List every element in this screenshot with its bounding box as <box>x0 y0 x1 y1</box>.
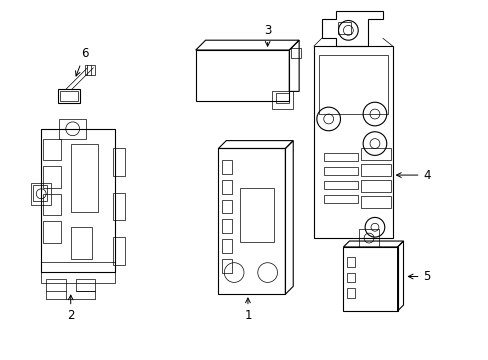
Bar <box>291 48 301 58</box>
Bar <box>41 129 115 271</box>
Bar <box>113 237 124 265</box>
Bar <box>343 247 397 311</box>
Bar <box>346 273 355 282</box>
Bar <box>222 160 232 174</box>
Bar <box>323 195 358 203</box>
Bar <box>58 89 80 103</box>
Bar <box>275 93 289 103</box>
Bar <box>346 257 355 267</box>
Bar <box>43 221 61 243</box>
Text: 1: 1 <box>244 298 251 322</box>
Bar <box>33 185 47 201</box>
Bar <box>222 200 232 213</box>
Bar <box>46 279 66 291</box>
Bar <box>346 288 355 298</box>
Bar <box>71 144 98 212</box>
Text: 2: 2 <box>67 295 74 322</box>
Bar <box>195 50 289 101</box>
Text: 6: 6 <box>75 48 88 76</box>
Bar <box>113 148 124 176</box>
Bar <box>43 139 61 160</box>
Bar <box>361 180 390 192</box>
Bar <box>361 164 390 176</box>
Bar <box>240 188 273 242</box>
Bar <box>271 91 293 109</box>
Bar <box>318 55 387 114</box>
Bar <box>60 91 78 101</box>
Bar <box>76 279 95 291</box>
Bar <box>337 22 350 34</box>
Bar <box>323 167 358 175</box>
Bar <box>359 229 378 247</box>
Text: 5: 5 <box>407 270 430 283</box>
Bar <box>31 183 51 204</box>
Bar <box>43 166 61 188</box>
Bar <box>313 46 392 238</box>
Bar <box>323 153 358 161</box>
Text: 3: 3 <box>264 24 271 46</box>
Bar <box>43 194 61 215</box>
Bar <box>361 148 390 160</box>
Bar <box>41 262 115 283</box>
Bar <box>113 193 124 220</box>
Bar <box>222 259 232 273</box>
Text: 4: 4 <box>396 168 430 181</box>
Bar <box>361 196 390 208</box>
Bar <box>222 180 232 194</box>
Bar <box>218 148 285 294</box>
Bar <box>323 181 358 189</box>
Bar <box>222 239 232 253</box>
Bar <box>222 219 232 233</box>
Bar <box>59 119 86 139</box>
Bar <box>71 227 92 259</box>
